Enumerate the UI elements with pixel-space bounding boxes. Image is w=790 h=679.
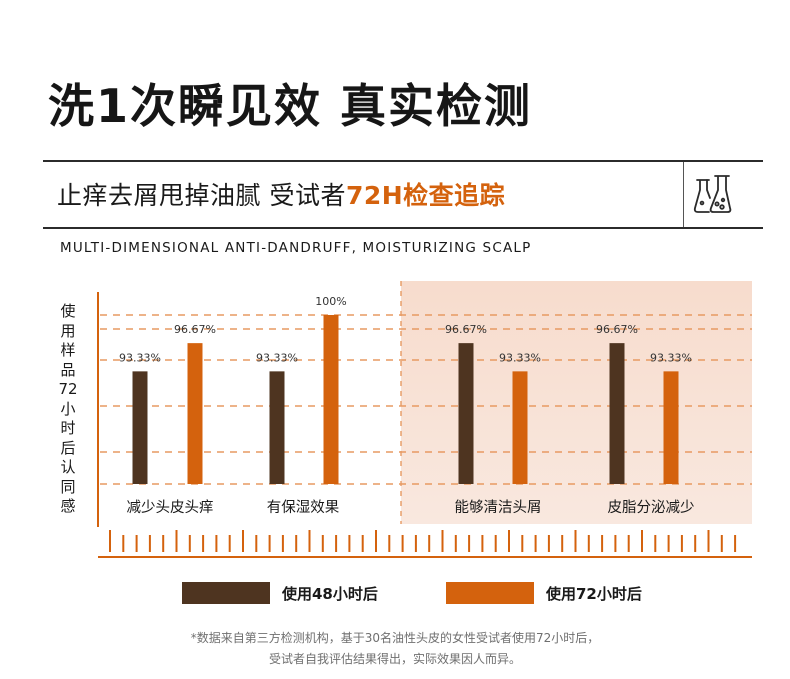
bar [663,371,679,484]
highlight-panel [401,281,752,524]
legend-label-48h: 使用48小时后 [282,584,378,603]
footnote: *数据来自第三方检测机构，基于30名油性头皮的女性受试者使用72小时后， 受试者… [0,628,790,670]
legend-label-72h: 使用72小时后 [546,584,642,603]
bar [512,371,528,484]
bar-value-label: 93.33% [119,351,161,364]
bar-value-label: 96.67% [445,323,487,336]
bar [609,343,625,484]
subtitle-highlight-text: 72H检查追踪 [345,181,506,210]
footnote-line-2: 受试者自我评估结果得出，实际效果因人而异。 [268,652,521,666]
bar [458,343,474,484]
footnote-line-1: *数据来自第三方检测机构，基于30名油性头皮的女性受试者使用72小时后， [190,631,600,645]
bar [132,371,148,484]
category-label: 减少头皮头痒 [127,499,214,516]
bar-value-label: 93.33% [499,351,541,364]
bar [187,343,203,484]
bar-value-label: 96.67% [596,323,638,336]
legend-item-72h: 使用72小时后 [446,582,642,604]
category-label: 有保湿效果 [267,499,340,516]
category-label: 能够清洁头屑 [455,499,542,516]
subtitle-banner: 止痒去屑甩掉油腻 受试者72H检查追踪 [43,160,763,229]
bar-value-label: 93.33% [256,351,298,364]
banner-subtitle: 止痒去屑甩掉油腻 受试者72H检查追踪 [57,176,505,212]
subtitle-main-text: 止痒去屑甩掉油腻 受试者 [57,181,346,210]
page-headline: 洗1次瞬见效 真实检测 [48,79,533,133]
banner-divider [683,162,684,227]
english-tagline: MULTI-DIMENSIONAL ANTI-DANDRUFF, MOISTUR… [60,240,532,256]
legend-swatch-72h [446,582,534,604]
category-label: 皮脂分泌减少 [608,499,695,516]
legend-item-48h: 使用48小时后 [182,582,378,604]
bar [323,315,339,484]
lab-flask-icon [693,175,732,213]
y-axis-label: 使用样品72小时后认同感 [58,302,78,515]
bar-value-label: 93.33% [650,351,692,364]
bar-value-label: 96.67% [174,323,216,336]
bar [269,371,285,484]
legend-swatch-48h [182,582,270,604]
bar-value-label: 100% [315,295,346,308]
